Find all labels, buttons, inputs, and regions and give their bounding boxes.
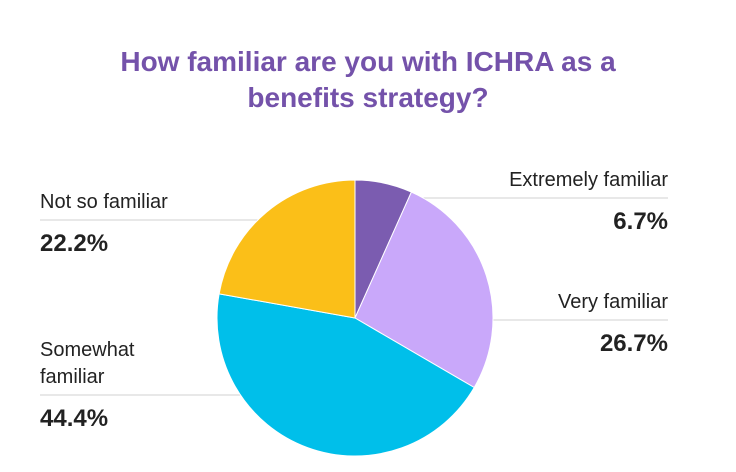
pie-slice — [354, 191, 494, 389]
chart-title: How familiar are you with ICHRA as a ben… — [120, 46, 616, 113]
pie-slice — [218, 179, 356, 319]
value-label: 6.7% — [613, 208, 668, 235]
value-label: 44.4% — [40, 405, 109, 432]
slice-label: Extremely familiar — [509, 169, 668, 191]
slice-label: Very familiar — [557, 291, 668, 313]
slice-label: Not so familiar — [40, 191, 168, 213]
value-label: 22.2% — [40, 230, 109, 257]
pie-slice — [216, 293, 475, 457]
slice-label: Somewhat familiar — [40, 339, 135, 388]
value-label: 26.7% — [599, 330, 668, 357]
